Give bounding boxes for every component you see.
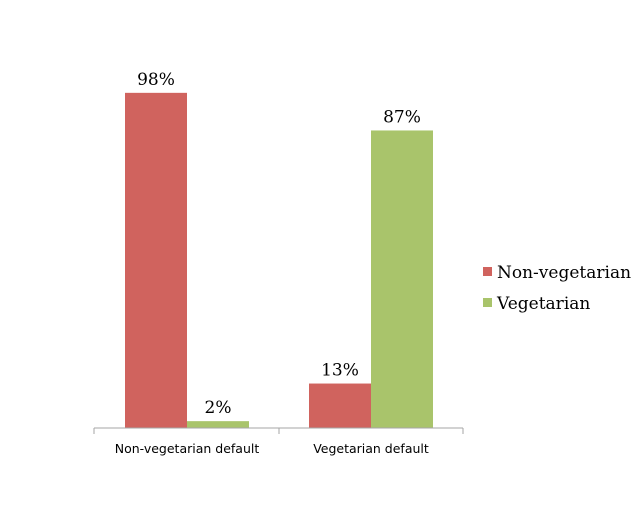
x-axis-ticks-group — [93, 428, 464, 434]
legend-label: Non-vegetarian — [497, 263, 631, 283]
data-label: 98% — [137, 70, 175, 90]
legend-swatch-non-vegetarian — [483, 267, 492, 276]
legend-swatch-vegetarian — [483, 298, 492, 307]
bars-group — [125, 92, 433, 428]
legend-label: Vegetarian — [496, 294, 590, 314]
legend: Non-vegetarian Vegetarian — [483, 263, 631, 314]
x-axis-label: Non-vegetarian default — [115, 441, 260, 456]
bar-vegetarian-2 — [371, 130, 433, 428]
data-label: 87% — [383, 107, 421, 127]
bar-vegetarian-1 — [187, 421, 249, 428]
x-axis-label: Vegetarian default — [313, 441, 429, 456]
data-labels-group: 98% 2% 13% 87% — [137, 70, 421, 418]
bar-non-vegetarian-2 — [309, 383, 371, 428]
data-label: 13% — [321, 361, 359, 381]
x-axis-labels-group: Non-vegetarian default Vegetarian default — [115, 441, 429, 456]
data-label: 2% — [205, 398, 232, 418]
bar-non-vegetarian-1 — [125, 92, 187, 428]
